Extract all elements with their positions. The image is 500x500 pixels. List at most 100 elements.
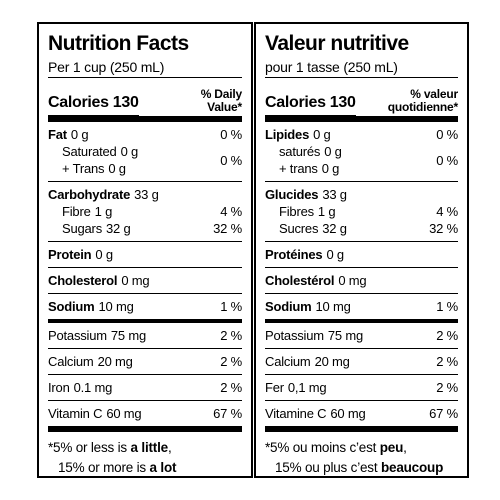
daily-value: 67 % (429, 406, 458, 421)
nutrient-name: + Trans (62, 161, 105, 176)
nutrient-name: Fibres (279, 204, 314, 219)
nutrient-group: Calcium 20 mg 2 % (265, 349, 458, 375)
nutrient-amount: 75 mg (327, 328, 364, 343)
calories-label: Calories (265, 94, 326, 111)
nutrient-row: Potassium 75 mg 2 % (48, 327, 242, 344)
nutrient-amount: 75 mg (110, 328, 147, 343)
footnote-text: a little (130, 440, 169, 455)
nutrient-name: Glucides (265, 187, 319, 202)
nutrient-row: Lipides 0 g 0 % (265, 126, 458, 143)
daily-value: 2 % (436, 380, 458, 395)
footnote-line: 15% or more is a lot (48, 458, 242, 478)
nutrient-name: Protéines (265, 247, 323, 262)
footnote-text: peu (379, 440, 404, 455)
daily-value: 4 % (436, 204, 458, 219)
nutrient-name: Vitamin C (48, 406, 103, 421)
nutrient-label: Cholestérol 0 mg (265, 272, 367, 289)
nutrient-label: Fer 0,1 mg (265, 379, 327, 396)
nutrient-row: Calcium 20 mg 2 % (48, 353, 242, 370)
nutrient-label: Vitamine C 60 mg (265, 405, 366, 422)
nutrient-label: Iron 0.1 mg (48, 379, 112, 396)
nutrient-name: Sucres (279, 221, 319, 236)
nutrient-name: Fer (265, 380, 284, 395)
nutrient-row: Fat 0 g 0 % (48, 126, 242, 143)
nutrient-row: Sucres 32 g 32 % (265, 220, 458, 237)
daily-value: 0 % (220, 152, 242, 168)
nutrient-subline: + Trans 0 g (62, 160, 138, 177)
nutrient-amount: 0 g (313, 127, 331, 142)
nutrient-name: Fibre (62, 204, 91, 219)
nutrient-name: Protein (48, 247, 92, 262)
nutrient-sublines: saturés 0 g + trans 0 g (265, 143, 342, 177)
nutrient-label: Fibre 1 g (48, 203, 112, 220)
footnote-text: beaucoup (380, 460, 444, 475)
daily-value: 0 % (220, 127, 242, 142)
daily-value-header: % valeur quotidienne* (388, 88, 458, 116)
thick-rule (265, 426, 458, 432)
nutrient-label: Vitamin C 60 mg (48, 405, 142, 422)
calories: Calories 130 (48, 94, 139, 116)
nutrient-subline: saturés 0 g (279, 143, 342, 160)
daily-value: 2 % (436, 354, 458, 369)
footnote: *5% ou moins c’est peu, 15% ou plus c’est… (265, 438, 458, 478)
nutrient-label: Calcium 20 mg (48, 353, 133, 370)
nutrient-label: Lipides 0 g (265, 126, 331, 143)
nutrient-amount: 60 mg (106, 406, 142, 421)
nutrient-amount: 0 g (95, 247, 113, 262)
daily-value: 67 % (213, 406, 242, 421)
nutrient-amount: 32 g (322, 221, 347, 236)
calories-value: 130 (112, 94, 139, 111)
nutrient-amount: 0 g (321, 161, 340, 176)
nutrient-row: Fer 0,1 mg 2 % (265, 379, 458, 396)
nutrient-amount: 1 g (94, 204, 113, 219)
nutrient-name: Fat (48, 127, 67, 142)
nutrient-row: Sodium 10 mg 1 % (48, 298, 242, 315)
nutrient-label: Sodium 10 mg (48, 298, 134, 315)
calories: Calories 130 (265, 94, 356, 116)
nutrient-row: Fibre 1 g 4 % (48, 203, 242, 220)
daily-value: 2 % (220, 328, 242, 343)
footnote-line: *5% or less is a little, (48, 438, 242, 458)
nutrient-label: Sucres 32 g (265, 220, 347, 237)
nutrient-label: + Trans 0 g (62, 161, 126, 176)
nutrient-amount: 0 g (120, 144, 139, 159)
panel-title: Valeur nutritive (265, 32, 409, 55)
nutrient-amount: 0.1 mg (73, 380, 113, 395)
nutrient-amount: 0 mg (121, 273, 150, 288)
nutrient-label: Sugars 32 g (48, 220, 131, 237)
nutrient-name: Cholestérol (265, 273, 335, 288)
daily-value: 1 % (220, 299, 242, 314)
nutrient-group: Protein 0 g (48, 242, 242, 268)
daily-value: 32 % (429, 221, 458, 236)
nutrient-name: Potassium (48, 328, 107, 343)
nutrient-name: Potassium (265, 328, 324, 343)
daily-value: 0 % (436, 127, 458, 142)
nutrient-row: Cholesterol 0 mg (48, 272, 242, 289)
footnote: *5% or less is a little, 15% or more is a… (48, 438, 242, 478)
nutrient-label: + trans 0 g (279, 161, 339, 176)
daily-value-header-line: quotidienne* (387, 100, 458, 114)
serving-size: Per 1 cup (250 mL) (48, 57, 242, 78)
calories-value: 130 (329, 94, 356, 111)
daily-value: 32 % (213, 221, 242, 236)
calories-label: Calories (48, 94, 109, 111)
thick-rule (265, 116, 458, 122)
nutrient-name: Lipides (265, 127, 310, 142)
nutrient-label: Protein 0 g (48, 246, 113, 263)
nutrient-subline: Saturated 0 g (62, 143, 138, 160)
daily-value-header-line: % Daily (200, 87, 242, 101)
nutrient-label: Fibres 1 g (265, 203, 336, 220)
nutrient-group: Sodium 10 mg 1 % (265, 294, 458, 319)
nutrient-name: Sodium (265, 299, 312, 314)
footnote-text: , (403, 440, 407, 455)
medium-rule (48, 319, 242, 323)
footnote-line: *5% ou moins c’est peu, (265, 438, 458, 458)
nutrient-name: Calcium (48, 354, 94, 369)
nutrition-panel: Nutrition Facts Per 1 cup (250 mL) Calorie… (37, 22, 253, 478)
footnote-text: , (167, 440, 172, 455)
nutrient-group: Calcium 20 mg 2 % (48, 349, 242, 375)
